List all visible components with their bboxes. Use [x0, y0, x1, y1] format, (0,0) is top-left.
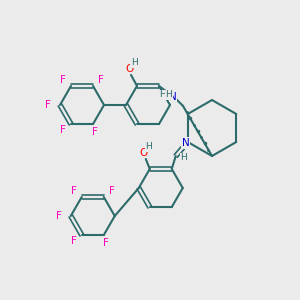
Text: F: F — [71, 186, 77, 196]
Text: H: H — [166, 90, 172, 99]
Text: F: F — [103, 238, 109, 248]
Text: H: H — [146, 142, 152, 152]
Text: F: F — [56, 211, 62, 221]
Text: O: O — [140, 148, 148, 158]
Text: F: F — [71, 236, 77, 246]
Text: F: F — [98, 75, 104, 85]
Text: H: H — [130, 58, 137, 68]
Text: N: N — [182, 138, 190, 148]
Text: F: F — [92, 127, 98, 137]
Text: H: H — [180, 154, 187, 163]
Text: F: F — [60, 125, 66, 135]
Text: F: F — [109, 186, 115, 196]
Text: O: O — [125, 64, 133, 74]
Text: H: H — [160, 90, 167, 99]
Text: F: F — [45, 100, 51, 110]
Text: F: F — [60, 75, 66, 85]
Text: N: N — [169, 92, 177, 102]
